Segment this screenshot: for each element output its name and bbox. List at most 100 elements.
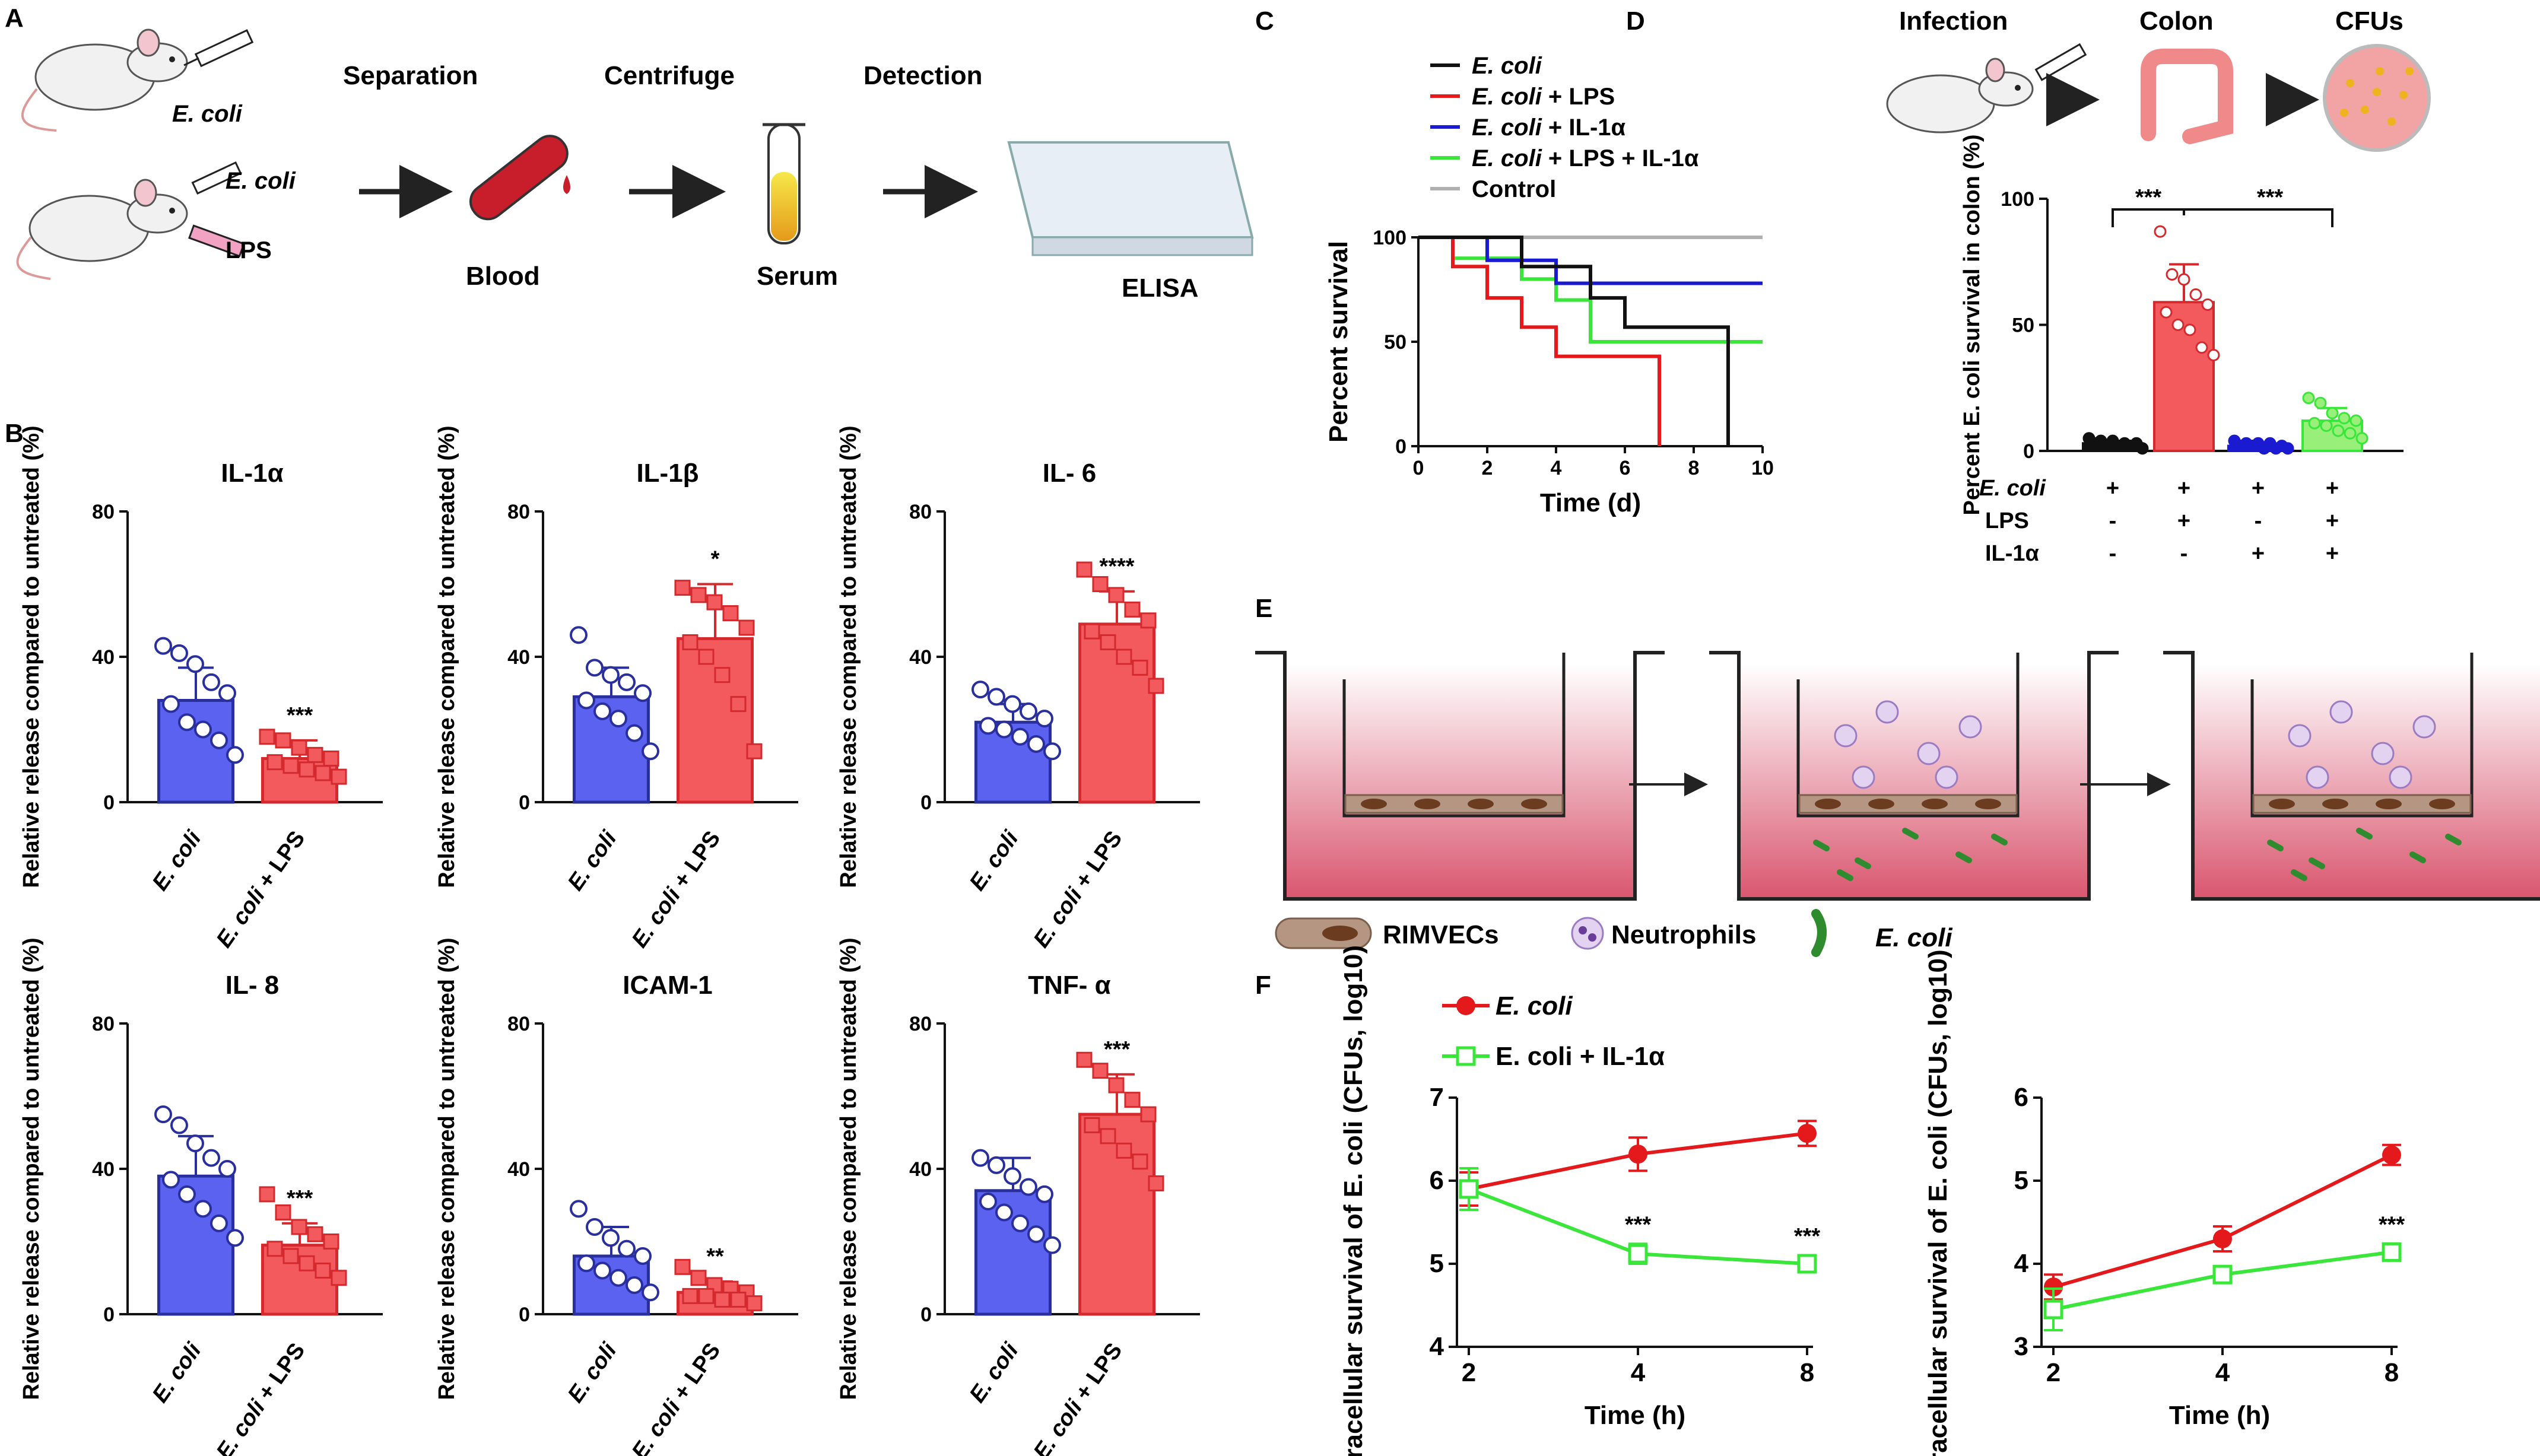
serum-tube-icon xyxy=(763,123,805,244)
y-tick-label: 4 xyxy=(2014,1249,2029,1278)
sign-cell: - xyxy=(2255,508,2262,533)
well-medium xyxy=(1739,665,2089,899)
data-point xyxy=(2350,414,2363,427)
ecoli-legend-icon xyxy=(1811,909,1827,957)
bar xyxy=(157,1174,234,1316)
data-point xyxy=(570,1200,588,1218)
y-tick-label: 40 xyxy=(92,646,115,669)
data-point xyxy=(307,1226,323,1242)
y-tick-label: 80 xyxy=(909,1013,932,1035)
data-point xyxy=(315,1263,331,1279)
y-axis-label: Relative release compared to untreated (… xyxy=(19,425,44,888)
well-medium xyxy=(2193,665,2540,899)
y-tick-label: 100 xyxy=(1373,227,1406,249)
category-label: E. coli + LPS xyxy=(212,826,310,952)
y-axis-label: Intracellular survival of E. coli (CFUs,… xyxy=(1923,949,1952,1456)
panel-c-label: C xyxy=(1255,7,1274,36)
legend-label: E. coli xyxy=(1496,991,1573,1021)
significance-label: *** xyxy=(2257,185,2284,210)
category-label: E. coli xyxy=(563,826,622,895)
category-label: E. coli xyxy=(965,1338,1024,1407)
category-label: E. coli xyxy=(965,826,1024,895)
cell-legend-icon xyxy=(1275,917,1372,949)
data-point xyxy=(1100,1128,1116,1145)
data-point xyxy=(577,691,595,710)
cell-nucleus xyxy=(1468,799,1494,809)
legend-marker xyxy=(1456,1046,1476,1066)
chart-il-8: IL- 8 0 40 80 Relative release compared to u… xyxy=(19,937,383,1456)
category-label: E. coli + LPS xyxy=(1029,826,1128,952)
data-point xyxy=(2201,298,2214,311)
cell-nucleus xyxy=(1868,799,1894,809)
y-tick-label: 80 xyxy=(92,501,115,523)
data-point xyxy=(2355,432,2368,445)
data-point xyxy=(1108,587,1125,603)
data-point xyxy=(2160,306,2173,319)
category-label: E. coli + IL-1α xyxy=(1472,115,1626,141)
treatment-label: E. coli xyxy=(172,101,243,127)
y-tick-label: 40 xyxy=(909,1158,932,1181)
x-tick-label: 4 xyxy=(1551,457,1562,479)
data-point xyxy=(323,751,339,767)
data-point xyxy=(170,644,188,662)
panel-e: E RIMVECs Neutrophils E. coli xyxy=(1255,594,2540,957)
panel-e-label: E xyxy=(1255,594,1272,623)
y-tick-label: 0 xyxy=(1395,435,1406,458)
mouse-icon xyxy=(16,179,188,280)
significance-label: *** xyxy=(1625,1212,1652,1237)
legend-label: E. coli xyxy=(1875,923,1952,952)
data-point xyxy=(282,758,299,774)
data-point xyxy=(2234,440,2247,452)
petri-dish-icon xyxy=(2323,44,2431,152)
chart-title: IL- 6 xyxy=(1043,459,1096,488)
cell-nucleus xyxy=(1361,799,1387,809)
data-point xyxy=(218,684,236,702)
data-point xyxy=(1076,1051,1093,1068)
y-tick-label: 7 xyxy=(1430,1083,1444,1112)
sign-cell: + xyxy=(2252,541,2265,566)
row-label: IL-1α xyxy=(1985,541,2039,566)
insert-outline xyxy=(1342,653,1566,818)
category-label: E. coli xyxy=(148,1338,207,1407)
y-tick-label: 80 xyxy=(507,501,530,523)
item-label: ELISA xyxy=(1122,274,1199,303)
data-point xyxy=(577,1254,595,1273)
cell-nucleus xyxy=(1815,799,1841,809)
y-axis-label: Extracellular survival of E. coli (CFUs,… xyxy=(1339,945,1368,1456)
data-point xyxy=(971,681,989,699)
y-tick-label: 50 xyxy=(1384,331,1406,354)
significance-label: *** xyxy=(2379,1212,2405,1237)
data-point xyxy=(634,1247,652,1265)
data-point xyxy=(2124,440,2137,452)
data-point xyxy=(331,768,347,785)
category-label: E. coli + LPS xyxy=(212,1339,310,1456)
data-point xyxy=(282,1248,299,1264)
row-label: E. coli xyxy=(1979,476,2046,501)
panel-a: A E. coli E. coli LPS Separation xyxy=(5,4,1254,303)
data-point xyxy=(2212,1264,2233,1285)
data-point xyxy=(1124,1092,1141,1108)
data-point xyxy=(730,696,747,713)
data-point xyxy=(2302,392,2315,405)
y-axis-label: Relative release compared to untreated (… xyxy=(19,937,44,1400)
data-point xyxy=(1140,1106,1157,1123)
panel-b: B IL-1α 0 40 80 Relative release compared to… xyxy=(5,419,1200,1456)
data-point xyxy=(2171,319,2185,331)
y-tick-label: 80 xyxy=(92,1013,115,1035)
data-point xyxy=(186,1134,204,1153)
x-tick-label: 8 xyxy=(1800,1358,1814,1387)
survival-line xyxy=(1418,236,1730,446)
well-outline xyxy=(1709,651,2119,901)
data-point xyxy=(1108,1077,1125,1093)
chart-il-6: IL- 6 0 40 80 Relative release compared to u… xyxy=(836,425,1200,952)
y-tick-label: 0 xyxy=(519,1304,530,1326)
y-axis-label: Percent survival xyxy=(1324,241,1353,443)
significance-label: *** xyxy=(1104,1037,1131,1062)
data-point xyxy=(1092,1063,1109,1079)
x-tick-label: 0 xyxy=(1413,457,1424,479)
data-point xyxy=(674,580,691,596)
e-coli xyxy=(1902,828,1919,840)
significance-label: *** xyxy=(1794,1224,1821,1249)
legend-label: Neutrophils xyxy=(1611,920,1756,949)
